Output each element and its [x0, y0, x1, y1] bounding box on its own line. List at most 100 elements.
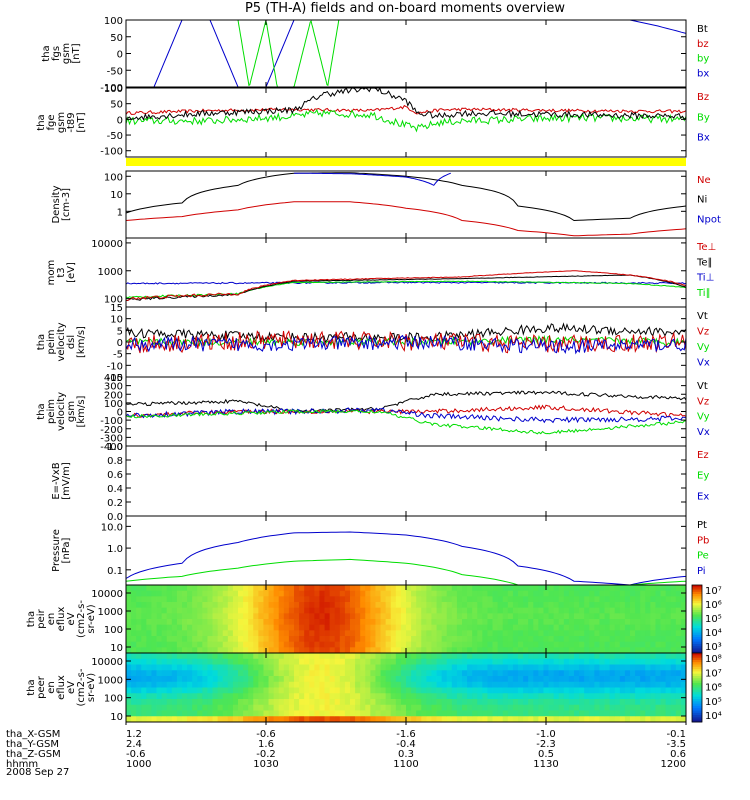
y-tick-label: 100 [104, 295, 123, 306]
y-tick-label: 200 [104, 390, 123, 401]
series-line-2 [237, 19, 340, 88]
y-axis-label: -t89 [66, 112, 77, 132]
spectrogram-electron [126, 653, 687, 723]
legend-item: Bt [697, 24, 708, 35]
y-axis-label: [mV/m] [61, 462, 72, 500]
ephemeris-value: -0.6 [256, 729, 276, 740]
y-axis-label: fge [46, 114, 57, 130]
series-line-3 [126, 274, 687, 301]
y-axis-label: tha [36, 403, 47, 419]
legend-item: By [697, 112, 710, 123]
y-axis-label: tha [41, 45, 52, 61]
y-tick-label: 0.2 [107, 498, 123, 509]
colorbar-label: 10⁶ [705, 600, 722, 611]
y-tick-label: 50 [110, 33, 123, 44]
y-tick-label: 0.4 [107, 484, 123, 495]
ephemeris-value: 1000 [126, 759, 151, 770]
y-axis-label: gsm [56, 112, 67, 133]
colorbar-label: 10⁷ [705, 586, 722, 597]
y-tick-label: 10000 [91, 657, 123, 668]
ephemeris-value: 0.6 [670, 749, 686, 760]
ephemeris-value: 1130 [533, 759, 558, 770]
legend-item: Vx [697, 358, 710, 369]
y-tick-label: 10 [110, 643, 123, 654]
ephemeris-value: -0.2 [256, 749, 276, 760]
y-axis-label: Density [51, 185, 62, 223]
y-tick-label: -50 [107, 66, 123, 77]
ephemeris-value: -0.1 [666, 729, 686, 740]
series-line-1 [126, 19, 687, 88]
colorbar-label: 10⁷ [705, 668, 722, 679]
series-line-4 [125, 334, 687, 355]
spectrogram-ion [126, 585, 687, 654]
plot-frame [125, 19, 687, 88]
y-tick-label: -100 [100, 416, 123, 427]
y-tick-label: 1000 [98, 267, 123, 278]
y-axis-label: peim [46, 399, 57, 424]
legend-item: Bx [697, 133, 710, 144]
ephemeris-value: -1.0 [536, 729, 556, 740]
y-tick-label: -400 [100, 442, 123, 453]
y-tick-label: 10 [110, 315, 123, 326]
y-tick-label: 100 [104, 694, 123, 705]
legend-item: Ti⊥ [696, 273, 714, 284]
legend-item: Ne [697, 175, 711, 186]
y-tick-label: 300 [104, 382, 123, 393]
series-line-2 [125, 280, 687, 299]
legend-item: Pb [697, 535, 709, 546]
legend-item: by [697, 54, 709, 65]
y-axis-label: gsm [66, 401, 77, 422]
legend-item: bx [697, 68, 709, 79]
y-tick-label: 100 [104, 84, 123, 95]
y-tick-label: 15 [110, 303, 123, 314]
y-axis-label: tha [26, 679, 37, 695]
legend-item: Vt [697, 311, 708, 322]
y-axis-label: peim [46, 329, 57, 354]
y-tick-label: 0.6 [107, 470, 123, 481]
colorbar-label: 10⁴ [705, 628, 722, 639]
y-tick-label: 100 [104, 172, 123, 183]
y-tick-label: 10000 [91, 589, 123, 600]
colorbar-label: 10⁸ [705, 654, 722, 665]
ephemeris-label: tha_X-GSM [6, 729, 60, 740]
y-axis-label: [km/s] [76, 326, 87, 358]
legend-item: Ti∥ [696, 288, 711, 299]
ephemeris-value: -1.6 [396, 729, 416, 740]
y-axis-label: sr-eV) [86, 604, 97, 633]
ephemeris-value: 1.6 [258, 739, 274, 750]
y-tick-label: 0 [117, 408, 123, 419]
legend-item: Pt [697, 520, 707, 531]
y-tick-label: -15 [107, 373, 123, 384]
y-tick-label: 100 [104, 16, 123, 27]
y-tick-label: 1.0 [107, 544, 123, 555]
y-axis-label: tha [36, 114, 47, 130]
panel-10: 10⁸ 10⁷ 10⁶ 10⁵ 10⁴ 10000 1000 100 10 tha peer en ef… [26, 652, 722, 723]
y-axis-label: (cm2-s- [76, 668, 87, 706]
y-axis-label: eV [66, 612, 77, 625]
legend-item: bz [697, 39, 709, 50]
y-tick-label: 0.8 [107, 456, 123, 467]
ephemeris-value: 2.4 [126, 739, 142, 750]
ephemeris-value: -0.4 [396, 739, 416, 750]
ephemeris-value: 0.5 [538, 749, 554, 760]
colorbar: 10⁷ 10⁶ 10⁵ 10⁴ 10³ [691, 584, 722, 654]
colorbar-label: 10⁴ [705, 711, 722, 722]
ephemeris-value: 1.2 [126, 729, 142, 740]
series-line-4 [126, 270, 687, 301]
y-tick-label: 10000 [91, 239, 123, 250]
y-tick-label: 50 [110, 100, 123, 111]
legend-item: Pe [697, 551, 709, 562]
legend-item: Ez [697, 450, 709, 461]
y-tick-label: 1000 [98, 675, 123, 686]
y-tick-label: 100 [104, 625, 123, 636]
legend-item: Ex [697, 491, 709, 502]
y-tick-label: 0 [117, 338, 123, 349]
panel-2: 100 50 0 -50 -100 tha fge gsm -t89 [nT] Bz By Bx [36, 84, 710, 158]
y-tick-label: 5 [117, 326, 123, 337]
legend-item: Ni [697, 195, 707, 206]
colorbar-label: 10³ [705, 642, 722, 653]
